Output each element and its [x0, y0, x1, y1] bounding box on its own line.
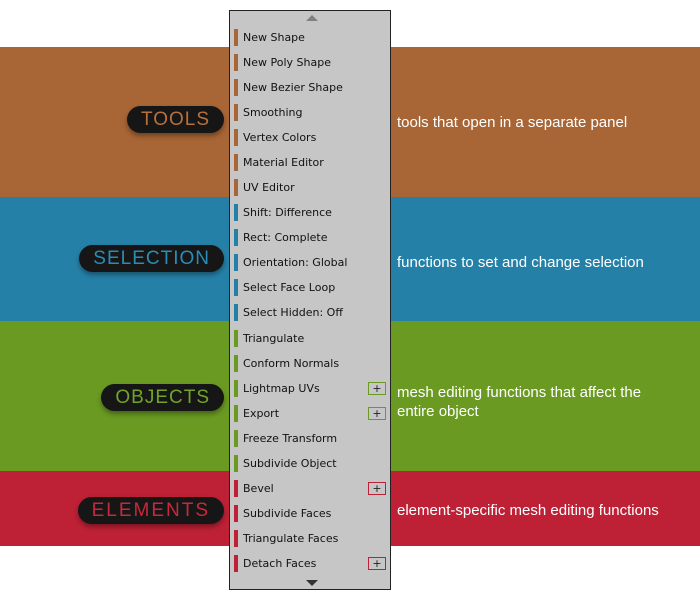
menu-item[interactable]: Rect: Complete: [234, 227, 386, 247]
menu-item-label: New Bezier Shape: [243, 80, 343, 94]
objects-pill: OBJECTS: [101, 384, 224, 411]
menu-item[interactable]: Triangulate Faces: [234, 528, 386, 548]
menu-item[interactable]: Conform Normals: [234, 353, 386, 373]
category-color-bar: [234, 78, 238, 96]
elements-description: element-specific mesh editing functions: [397, 502, 659, 519]
category-color-bar: [234, 103, 238, 121]
category-color-bar: [234, 128, 238, 146]
category-color-bar: [234, 278, 238, 296]
menu-item[interactable]: Smoothing: [234, 102, 386, 122]
menu-item-label: Triangulate: [243, 331, 305, 345]
category-color-bar: [234, 178, 238, 196]
category-color-bar: [234, 153, 238, 171]
menu-item[interactable]: Triangulate: [234, 328, 386, 348]
menu-item[interactable]: Select Hidden: Off: [234, 302, 386, 322]
menu-item-label: Bevel: [243, 481, 274, 495]
menu-item[interactable]: Orientation: Global: [234, 252, 386, 272]
category-color-bar: [234, 454, 238, 472]
menu-item[interactable]: UV Editor: [234, 177, 386, 197]
menu-item-label: Detach Faces: [243, 556, 317, 570]
category-color-bar: [234, 529, 238, 547]
menu-item[interactable]: Select Face Loop: [234, 277, 386, 297]
menu-item-label: Rect: Complete: [243, 230, 328, 244]
menu-item[interactable]: Detach Faces +: [234, 553, 386, 573]
scroll-down-icon[interactable]: [306, 580, 318, 586]
tools-description: tools that open in a separate panel: [397, 114, 628, 131]
options-plus-button[interactable]: +: [368, 556, 386, 570]
menu-item-label: Select Hidden: Off: [243, 305, 343, 319]
menu-item-label: Shift: Difference: [243, 205, 332, 219]
menu-item[interactable]: Vertex Colors: [234, 127, 386, 147]
category-color-bar: [234, 53, 238, 71]
menu-item[interactable]: New Poly Shape: [234, 52, 386, 72]
menu-item[interactable]: Subdivide Faces: [234, 503, 386, 523]
menu-item-label: Vertex Colors: [243, 130, 317, 144]
menu-item[interactable]: Export +: [234, 403, 386, 423]
menu-item-label: Material Editor: [243, 155, 324, 169]
menu-item[interactable]: New Bezier Shape: [234, 77, 386, 97]
menu-item-label: Select Face Loop: [243, 280, 336, 294]
category-color-bar: [234, 404, 238, 422]
menu-item-label: Triangulate Faces: [243, 531, 339, 545]
category-color-bar: [234, 203, 238, 221]
category-color-bar: [234, 479, 238, 497]
menu-item-label: Smoothing: [243, 105, 303, 119]
menu-item-label: Export: [243, 406, 280, 420]
menu-item[interactable]: New Shape: [234, 27, 386, 47]
category-color-bar: [234, 379, 238, 397]
menu-item[interactable]: Bevel +: [234, 478, 386, 498]
menu-item-label: New Poly Shape: [243, 55, 331, 69]
scroll-up-icon[interactable]: [306, 15, 318, 21]
menu-item[interactable]: Subdivide Object: [234, 453, 386, 473]
selection-description: functions to set and change selection: [397, 254, 644, 271]
objects-description: mesh editing functions that affect the e…: [397, 384, 642, 420]
tools-pill: TOOLS: [126, 106, 224, 133]
selection-pill: SELECTION: [79, 245, 224, 272]
menu-item-label: Conform Normals: [243, 356, 340, 370]
menu-item-label: New Shape: [243, 30, 305, 44]
category-color-bar: [234, 253, 238, 271]
menu-item-label: UV Editor: [243, 180, 295, 194]
options-plus-button[interactable]: +: [368, 481, 386, 495]
menu-item[interactable]: Lightmap UVs +: [234, 378, 386, 398]
options-plus-button[interactable]: +: [368, 406, 386, 420]
menu-item[interactable]: Freeze Transform: [234, 428, 386, 448]
elements-pill: ELEMENTS: [77, 497, 224, 524]
options-plus-button[interactable]: +: [368, 381, 386, 395]
category-color-bar: [234, 228, 238, 246]
category-color-bar: [234, 504, 238, 522]
category-color-bar: [234, 429, 238, 447]
menu-item-label: Subdivide Object: [243, 456, 337, 470]
category-color-bar: [234, 354, 238, 372]
menu-item[interactable]: Shift: Difference: [234, 202, 386, 222]
menu-item-label: Orientation: Global: [243, 255, 348, 269]
menu-item-label: Lightmap UVs: [243, 381, 320, 395]
menu-item-label: Freeze Transform: [243, 431, 338, 445]
category-color-bar: [234, 28, 238, 46]
category-color-bar: [234, 554, 238, 572]
menu-item-label: Subdivide Faces: [243, 506, 332, 520]
menu-panel: New Shape New Poly Shape New Bezier Shape S…: [229, 10, 391, 590]
category-color-bar: [234, 329, 238, 347]
menu-item[interactable]: Material Editor: [234, 152, 386, 172]
category-color-bar: [234, 303, 238, 321]
